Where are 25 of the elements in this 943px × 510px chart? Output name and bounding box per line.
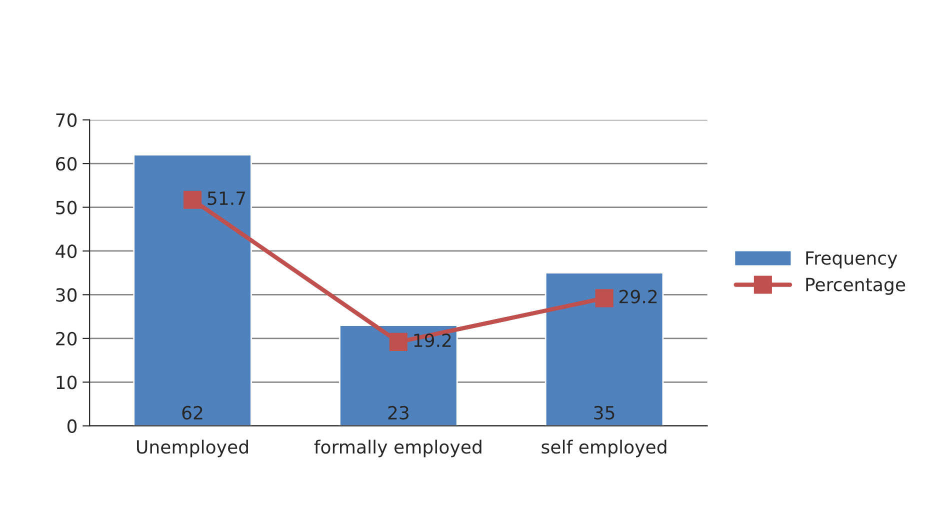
point <box>389 332 408 351</box>
y-tick-label: 40 <box>56 244 77 258</box>
y-tick-label: 10 <box>56 376 77 390</box>
bar <box>544 272 664 426</box>
legend-label: Percentage <box>806 278 906 295</box>
data-label: 62 <box>182 406 202 420</box>
x-tick-label: formally employed <box>314 440 482 458</box>
y-tick-label: 30 <box>56 288 77 302</box>
y-tick-label: 50 <box>56 200 77 214</box>
legend-label: Frequency <box>806 251 898 268</box>
data-label: 29.2 <box>620 290 657 304</box>
y-tick-label: 20 <box>56 332 77 346</box>
x-tick-label: self employed <box>542 440 666 458</box>
data-label: 19.2 <box>414 334 451 348</box>
y-tick-label: 60 <box>56 157 77 171</box>
y-tick-label: 0 <box>67 419 77 433</box>
bar <box>133 154 252 426</box>
y-tick-label: 70 <box>56 113 77 127</box>
data-label: 35 <box>594 406 614 420</box>
bar <box>339 324 458 426</box>
x-tick-label: Unemployed <box>137 440 248 458</box>
data-label: 51.7 <box>208 192 246 206</box>
point <box>595 289 614 308</box>
point <box>184 190 202 209</box>
data-label: 23 <box>388 406 408 420</box>
